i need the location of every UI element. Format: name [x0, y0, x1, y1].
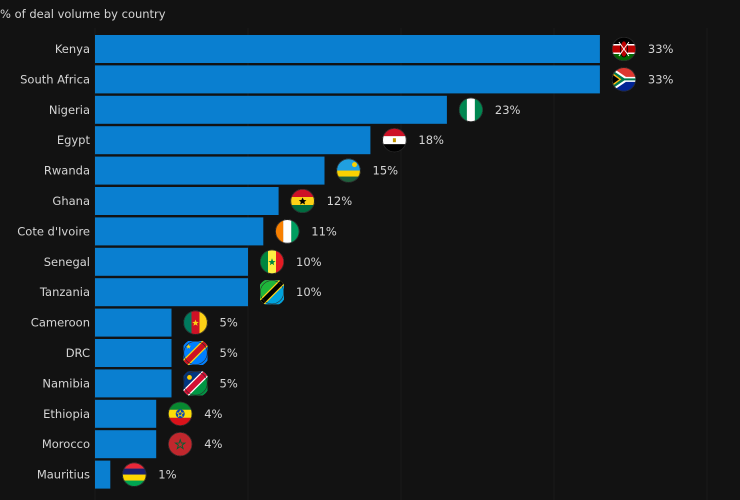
bar [95, 339, 172, 367]
bar [95, 95, 447, 124]
south-africa-flag-icon [611, 67, 636, 92]
value-label: 11% [311, 224, 337, 238]
bar-row: Rwanda 15% [44, 156, 399, 185]
bar-row: Ghana 12% [52, 187, 352, 215]
cote-divoire-flag-icon [275, 219, 300, 244]
bar [95, 156, 325, 185]
bar [95, 430, 157, 459]
category-label: Namibia [42, 376, 90, 390]
cameroon-flag-icon [183, 310, 208, 335]
value-label: 5% [220, 346, 238, 360]
rwanda-flag-icon [336, 158, 361, 183]
value-label: 18% [418, 133, 444, 147]
category-label: Kenya [55, 42, 90, 56]
bar [95, 126, 371, 155]
nigeria-flag-icon [458, 97, 483, 122]
bar [95, 278, 248, 307]
value-label: 23% [495, 103, 521, 117]
egypt-flag-icon [382, 128, 407, 153]
category-label: Tanzania [39, 285, 90, 299]
category-label: Cote d'Ivoire [17, 224, 90, 238]
category-label: Senegal [44, 255, 90, 269]
bar-row: Mauritius 1% [37, 460, 177, 489]
bar-row: Egypt 18% [57, 126, 444, 155]
value-label: 15% [373, 164, 399, 178]
category-label: Rwanda [44, 164, 90, 178]
bar-row: Senegal 10% [44, 247, 322, 276]
bar-row: Cameroon 5% [31, 308, 238, 337]
ghana-flag-icon [290, 189, 315, 213]
category-label: Ethiopia [43, 407, 90, 421]
value-label: 4% [204, 437, 222, 451]
category-label: Mauritius [37, 468, 90, 482]
value-label: 10% [296, 255, 322, 269]
mauritius-flag-icon [122, 462, 147, 487]
category-label: Morocco [42, 437, 90, 451]
morocco-flag-icon [168, 432, 193, 457]
value-label: 33% [648, 42, 674, 56]
bar-row: Cote d'Ivoire 11% [17, 217, 337, 246]
value-label: 10% [296, 285, 322, 299]
bar [95, 399, 157, 428]
category-label: Cameroon [31, 316, 90, 330]
value-label: 5% [220, 376, 238, 390]
value-label: 5% [220, 316, 238, 330]
bar [95, 460, 111, 489]
ethiopia-flag-icon [168, 401, 193, 426]
bar-row: Kenya 33% [55, 35, 674, 63]
bar [95, 35, 600, 63]
bar-row: Morocco 4% [42, 430, 223, 459]
value-label: 12% [327, 194, 353, 208]
category-label: DRC [66, 346, 90, 360]
bar-row: Namibia 5% [42, 369, 238, 398]
value-label: 33% [648, 72, 674, 86]
value-label: 1% [158, 468, 176, 482]
category-label: Nigeria [49, 103, 90, 117]
category-label: Egypt [57, 133, 91, 147]
tanzania-flag-icon [258, 278, 286, 307]
value-label: 4% [204, 407, 222, 421]
bar [95, 187, 279, 215]
bar [95, 369, 172, 398]
bar [95, 247, 248, 276]
category-label: Ghana [52, 194, 90, 208]
bar-row: Nigeria 23% [49, 95, 521, 124]
bar [95, 308, 172, 337]
category-label: South Africa [20, 72, 90, 86]
kenya-flag-icon [611, 37, 636, 61]
bar-row: Tanzania 10% [39, 278, 322, 307]
bar-row: Ethiopia 4% [43, 399, 223, 428]
bar-row: South Africa 33% [20, 65, 674, 94]
chart-subtitle: % of deal volume by country [0, 7, 166, 21]
namibia-flag-icon [181, 369, 210, 398]
bars: Kenya 33% South Africa 33% Nigeria 23% Egypt 18… [17, 35, 674, 489]
drc-flag-icon [181, 339, 210, 367]
bar [95, 217, 264, 246]
bar-row: DRC 5% [66, 339, 238, 367]
bar [95, 65, 600, 94]
senegal-flag-icon [260, 249, 284, 274]
